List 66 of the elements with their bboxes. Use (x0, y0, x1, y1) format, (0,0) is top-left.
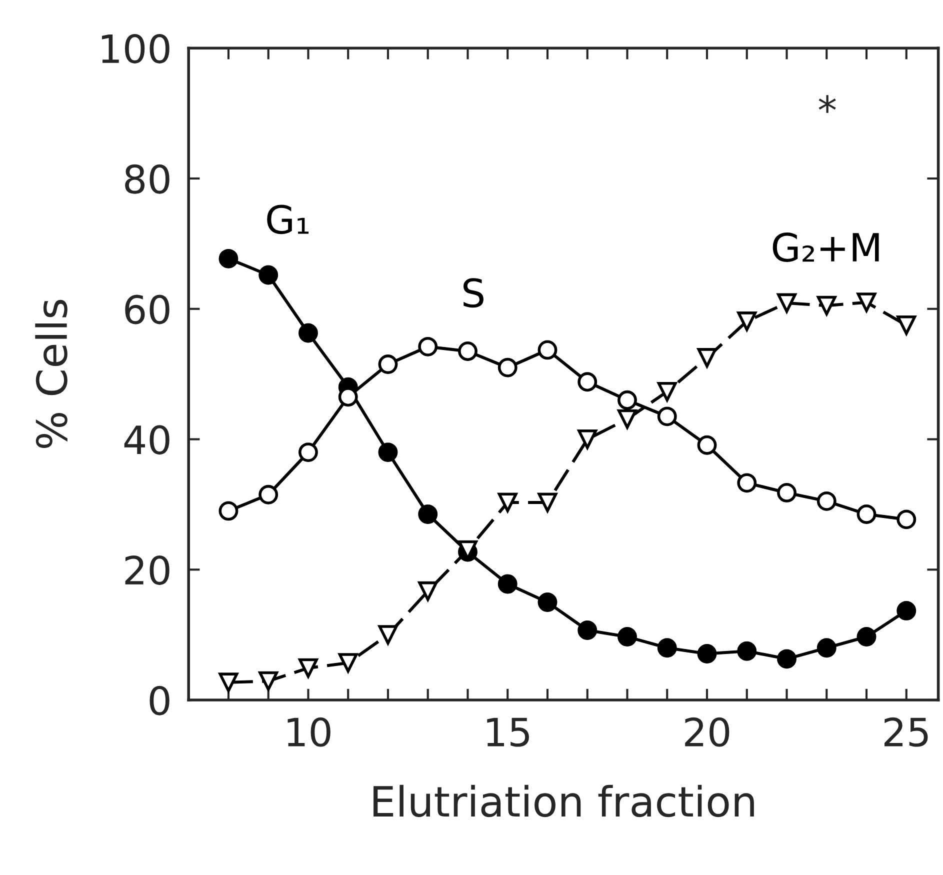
point (258, 265, 278, 285)
point (697, 435, 717, 455)
point (458, 342, 478, 361)
point (378, 625, 398, 645)
point (538, 592, 558, 612)
point (896, 315, 916, 335)
point (657, 406, 677, 426)
y-tick-label: 40 (124, 425, 170, 455)
point (218, 248, 238, 268)
annotation: * (818, 95, 836, 113)
point (578, 372, 598, 392)
point (298, 442, 318, 462)
point (418, 504, 438, 524)
point (218, 672, 238, 692)
point (896, 510, 916, 530)
point (816, 491, 836, 511)
x-tick-label: 15 (487, 718, 529, 747)
point (538, 340, 558, 360)
point (777, 482, 796, 502)
point (618, 627, 637, 646)
series-label: S (464, 278, 484, 308)
y-tick-label: 20 (125, 556, 170, 585)
point (578, 430, 598, 449)
point (258, 484, 278, 504)
series-label: G₁ (267, 204, 309, 234)
point (338, 653, 358, 673)
x-tick-label: 10 (288, 717, 330, 747)
point (777, 649, 796, 669)
point (578, 620, 598, 640)
x-axis-title: Elutriation fraction (374, 784, 754, 818)
point (618, 409, 637, 429)
point (856, 504, 876, 524)
point (418, 336, 438, 356)
point (418, 581, 438, 601)
point (258, 671, 278, 691)
point (816, 638, 836, 658)
y-tick-label: 100 (102, 34, 170, 64)
point (737, 312, 757, 331)
point (298, 323, 318, 343)
point (538, 492, 558, 512)
point (896, 600, 916, 620)
point (856, 292, 876, 312)
point (737, 473, 757, 493)
point (777, 293, 796, 313)
point (498, 492, 518, 512)
point (378, 354, 398, 374)
point (618, 390, 637, 410)
point (856, 627, 876, 646)
point (737, 641, 757, 661)
point (697, 644, 717, 664)
point (498, 574, 518, 594)
x-tick-label: 20 (685, 717, 730, 747)
point (298, 658, 318, 678)
y-tick-label: 60 (125, 294, 170, 324)
point (378, 442, 398, 462)
y-tick-label: 0 (150, 686, 170, 716)
point (218, 501, 238, 521)
y-axis-title: % Cells (35, 300, 68, 448)
y-tick-label: 80 (125, 164, 170, 194)
point (657, 382, 677, 402)
point (657, 638, 677, 658)
series-label: G₂+M (772, 232, 879, 262)
x-tick-label: 25 (884, 717, 928, 747)
point (697, 348, 717, 368)
point (816, 296, 836, 316)
point (498, 358, 518, 378)
